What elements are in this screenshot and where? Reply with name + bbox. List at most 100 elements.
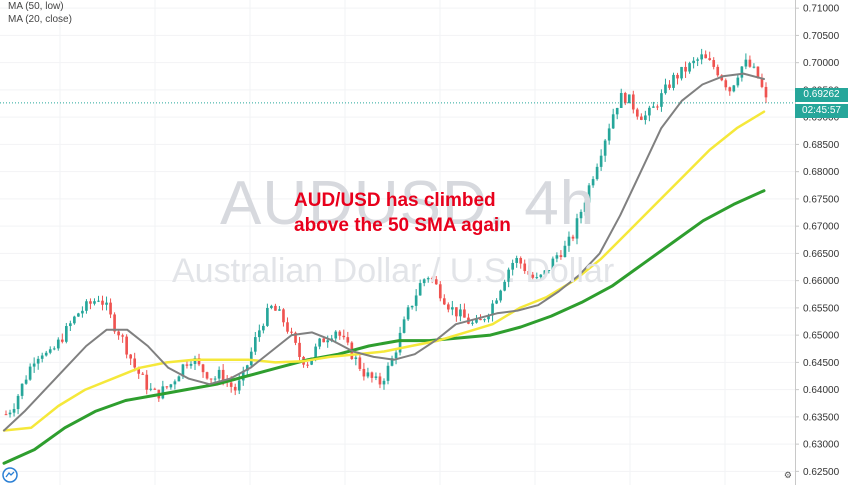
candle-up — [20, 383, 24, 396]
candle-up — [105, 302, 108, 305]
y-tick-label: 0.64500 — [803, 358, 840, 369]
candle-up — [81, 310, 84, 314]
candle-down — [704, 54, 708, 59]
candle-up — [418, 283, 422, 296]
legend-ma50[interactable]: MA (50, low) — [8, 1, 64, 12]
candle-up — [664, 84, 667, 94]
candle-up — [652, 106, 655, 108]
candle-down — [101, 300, 104, 305]
y-tick-label: 0.70000 — [803, 58, 840, 69]
candle-down — [446, 304, 450, 310]
candle-down — [708, 58, 712, 61]
candle-up — [499, 290, 502, 301]
candle-down — [631, 94, 635, 110]
candle-up — [414, 295, 418, 306]
candle-up — [237, 380, 241, 391]
candle-up — [692, 60, 695, 64]
candle-up — [611, 114, 615, 129]
candle-down — [286, 322, 289, 332]
candle-up — [740, 66, 744, 78]
candle-up — [245, 365, 249, 371]
candle-up — [471, 322, 474, 324]
candle-up — [48, 349, 52, 353]
candle-up — [270, 305, 273, 308]
y-tick-label: 0.70500 — [803, 31, 840, 42]
candle-up — [386, 365, 390, 381]
candle-up — [422, 279, 426, 284]
candle-down — [455, 307, 458, 317]
candle-up — [672, 74, 675, 88]
candle-up — [318, 338, 321, 347]
candle-up — [189, 363, 193, 366]
candle-down — [133, 358, 137, 368]
candle-up — [491, 303, 494, 316]
candle-up — [696, 59, 699, 61]
candle-up — [52, 348, 56, 350]
candle-up — [736, 77, 740, 86]
candle-down — [370, 372, 374, 378]
annotation-line-1: AUD/USD has climbed — [294, 190, 496, 211]
y-tick-label: 0.67000 — [803, 222, 840, 233]
candle-up — [181, 364, 185, 377]
candle-up — [177, 376, 181, 382]
candle-down — [756, 66, 760, 78]
candle-up — [398, 332, 402, 353]
candle-up — [32, 363, 36, 367]
candle-up — [85, 301, 88, 311]
candle-up — [213, 378, 217, 380]
candle-down — [221, 369, 225, 381]
candle-up — [382, 380, 386, 385]
candle-up — [406, 307, 410, 320]
candle-up — [680, 66, 683, 79]
candle-up — [366, 372, 370, 377]
y-tick-label: 0.67500 — [803, 194, 840, 205]
candle-down — [4, 414, 8, 416]
candle-down — [623, 93, 627, 104]
bar-countdown-badge: 02:45:57 — [795, 104, 848, 118]
tradingview-logo-icon[interactable] — [2, 467, 18, 483]
candle-down — [362, 368, 366, 377]
candle-up — [732, 85, 736, 92]
candle-down — [724, 80, 728, 88]
candle-down — [527, 271, 531, 275]
candle-up — [354, 357, 358, 359]
legend-ma20[interactable]: MA (20, close) — [8, 14, 72, 25]
candle-up — [515, 258, 519, 263]
candle-up — [575, 218, 579, 239]
candle-down — [137, 367, 141, 374]
y-tick-label: 0.68500 — [803, 140, 840, 151]
candle-up — [262, 325, 265, 331]
y-tick-label: 0.63000 — [803, 440, 840, 451]
y-tick-label: 0.63500 — [803, 412, 840, 423]
candle-down — [712, 60, 716, 67]
indicator-legend: MA (50, low) MA (20, close) — [8, 0, 72, 26]
candle-up — [535, 277, 539, 279]
y-tick-label: 0.65000 — [803, 331, 840, 342]
settings-icon[interactable]: ⚙ — [783, 470, 792, 480]
candle-up — [310, 357, 313, 365]
candle-down — [378, 376, 382, 385]
candle-up — [551, 258, 555, 271]
candle-up — [619, 93, 623, 108]
candle-up — [266, 307, 269, 326]
ma50-line — [2, 110, 766, 432]
candle-up — [314, 346, 317, 358]
candle-up — [627, 94, 631, 104]
candle-up — [24, 379, 28, 384]
candle-down — [764, 86, 768, 98]
candle-up — [36, 358, 40, 364]
candle-up — [56, 339, 60, 349]
chart-annotation: AUD/USD has climbed above the 50 SMA aga… — [294, 188, 511, 238]
candle-down — [716, 66, 720, 76]
y-tick-label: 0.66000 — [803, 276, 840, 287]
candle-down — [233, 386, 237, 391]
candle-up — [169, 384, 173, 388]
candle-up — [648, 107, 651, 116]
candle-up — [64, 326, 68, 342]
candle-down — [442, 298, 446, 305]
candle-up — [539, 274, 543, 278]
candle-up — [615, 107, 619, 115]
candle-up — [744, 59, 748, 67]
